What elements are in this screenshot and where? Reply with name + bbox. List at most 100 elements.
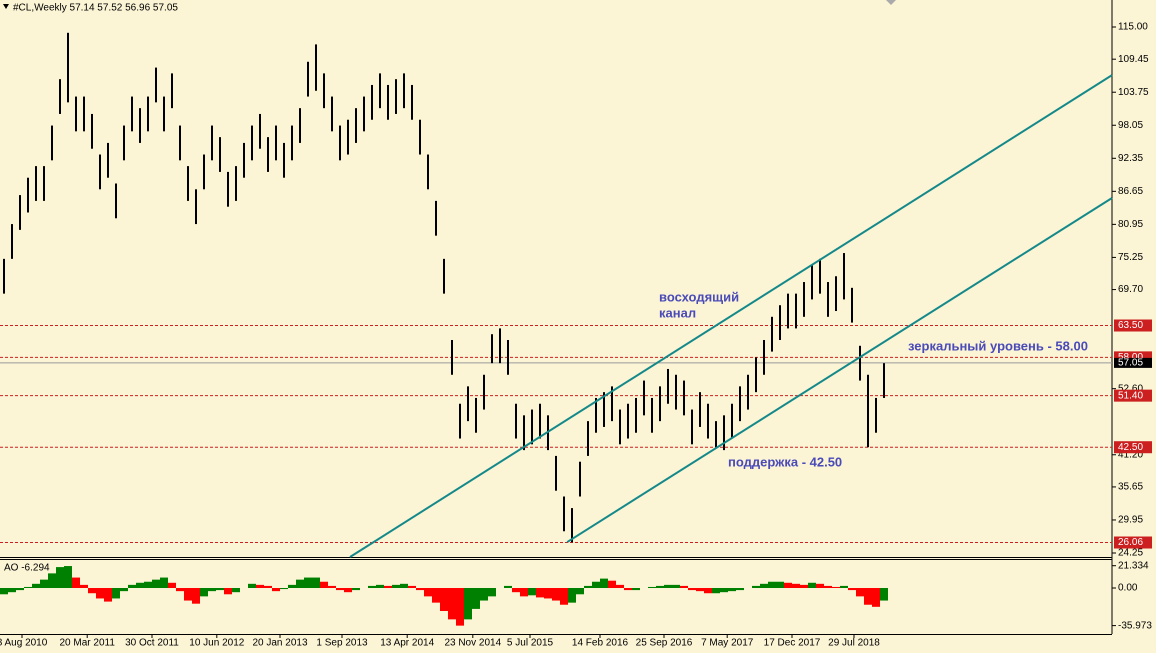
menu-icon[interactable] (3, 4, 9, 9)
ao-bar (648, 586, 656, 589)
ao-bar (592, 581, 600, 589)
ao-bar (696, 588, 704, 592)
ao-bar (824, 585, 832, 589)
ao-bar (688, 588, 696, 591)
y-tick-label: 69.70 (1118, 284, 1143, 295)
ao-bar (576, 588, 584, 595)
ao-bar (632, 588, 640, 591)
ao-bar (544, 588, 552, 599)
ao-bar (752, 585, 760, 589)
ao-bar (712, 588, 720, 594)
y-tick-label: 21.334 (1118, 560, 1149, 571)
x-tick-label: 8 Aug 2010 (0, 638, 48, 649)
ao-bar (296, 579, 304, 589)
ao-bar (552, 588, 560, 601)
level-label: 26.06 (1118, 537, 1143, 548)
ao-bar (784, 582, 792, 589)
ao-bar (176, 588, 184, 592)
ao-bar (816, 583, 824, 589)
ao-bar (112, 588, 120, 599)
level-label: 51.40 (1118, 390, 1143, 401)
ao-bar (128, 584, 136, 589)
level-label-bg (1114, 536, 1152, 549)
ao-bar (200, 588, 208, 597)
y-tick-label: 0.00 (1118, 583, 1138, 594)
ao-bar (48, 573, 56, 589)
ao-bar (320, 581, 328, 589)
x-tick-label: 13 Apr 2014 (380, 638, 434, 649)
ao-bar (96, 588, 104, 599)
y-tick-label: 115.00 (1118, 22, 1148, 33)
ao-bar (584, 585, 592, 589)
ao-bar (248, 583, 256, 589)
annotation: зеркальный уровень - 58.00 (908, 338, 1088, 353)
ao-bar (392, 584, 400, 589)
ao-bar (80, 584, 88, 589)
ao-bar (144, 581, 152, 589)
y-tick-label: 41.20 (1118, 449, 1143, 460)
ao-bar (56, 567, 64, 589)
x-tick-label: 14 Feb 2016 (572, 638, 629, 649)
ao-bar (224, 588, 232, 595)
ao-bar (728, 588, 736, 592)
ao-bar (376, 584, 384, 589)
annotation: канал (659, 305, 696, 320)
ao-bar (864, 588, 872, 605)
ao-bar (368, 585, 376, 589)
ao-bar (400, 583, 408, 589)
ao-bar (856, 588, 864, 597)
ao-bar (600, 578, 608, 589)
ao-bar (672, 584, 680, 589)
chart-header: #CL,Weekly 57.14 57.52 56.96 57.05 (13, 3, 178, 14)
ao-bar (464, 588, 472, 620)
ao-bar (88, 588, 96, 594)
trend-line (349, 74, 1113, 558)
ao-bar (152, 579, 160, 589)
ao-bar (40, 579, 48, 589)
ao-bar (848, 588, 856, 591)
ao-bar (208, 588, 216, 592)
current-price-bg (1114, 357, 1152, 368)
x-tick-label: 10 Jun 2012 (189, 638, 244, 649)
ao-bar (488, 588, 496, 597)
ao-bar (272, 588, 280, 592)
ao-bar (456, 588, 464, 626)
ao-bar (568, 588, 576, 603)
ao-bar (232, 588, 240, 593)
x-tick-label: 25 Sep 2016 (636, 638, 693, 649)
ao-bar (216, 588, 224, 591)
ao-bar (0, 588, 8, 595)
ao-bar (768, 581, 776, 589)
ao-bar (480, 588, 488, 601)
x-tick-label: 17 Dec 2017 (764, 638, 821, 649)
ao-bar (512, 588, 520, 593)
y-tick-label: 92.35 (1118, 153, 1143, 164)
trend-line (566, 197, 1113, 543)
ao-bar (616, 584, 624, 589)
ao-bar (800, 584, 808, 589)
ao-bar (120, 588, 128, 592)
x-tick-label: 29 Jul 2018 (828, 638, 880, 649)
ao-bar (160, 577, 168, 589)
ao-bar (432, 588, 440, 603)
ao-bar (312, 577, 320, 589)
ao-bar (352, 588, 360, 591)
level-label-bg (1114, 441, 1152, 454)
ao-bar (288, 584, 296, 589)
ao-bar (832, 586, 840, 589)
ao-bar (264, 585, 272, 589)
ao-bar (776, 581, 784, 589)
y-tick-label: -35.973 (1118, 620, 1152, 631)
y-tick-label: 24.25 (1118, 548, 1143, 559)
ao-bar (168, 582, 176, 589)
ao-bar (704, 588, 712, 594)
y-tick-label: 86.65 (1118, 186, 1143, 197)
current-price-label: 57.05 (1118, 358, 1143, 369)
x-tick-label: 23 Nov 2014 (444, 638, 501, 649)
ao-bar (872, 588, 880, 607)
ao-bar (184, 588, 192, 601)
ao-bar (560, 588, 568, 605)
annotation: поддержка - 42.50 (728, 454, 842, 469)
level-label: 63.50 (1118, 320, 1143, 331)
